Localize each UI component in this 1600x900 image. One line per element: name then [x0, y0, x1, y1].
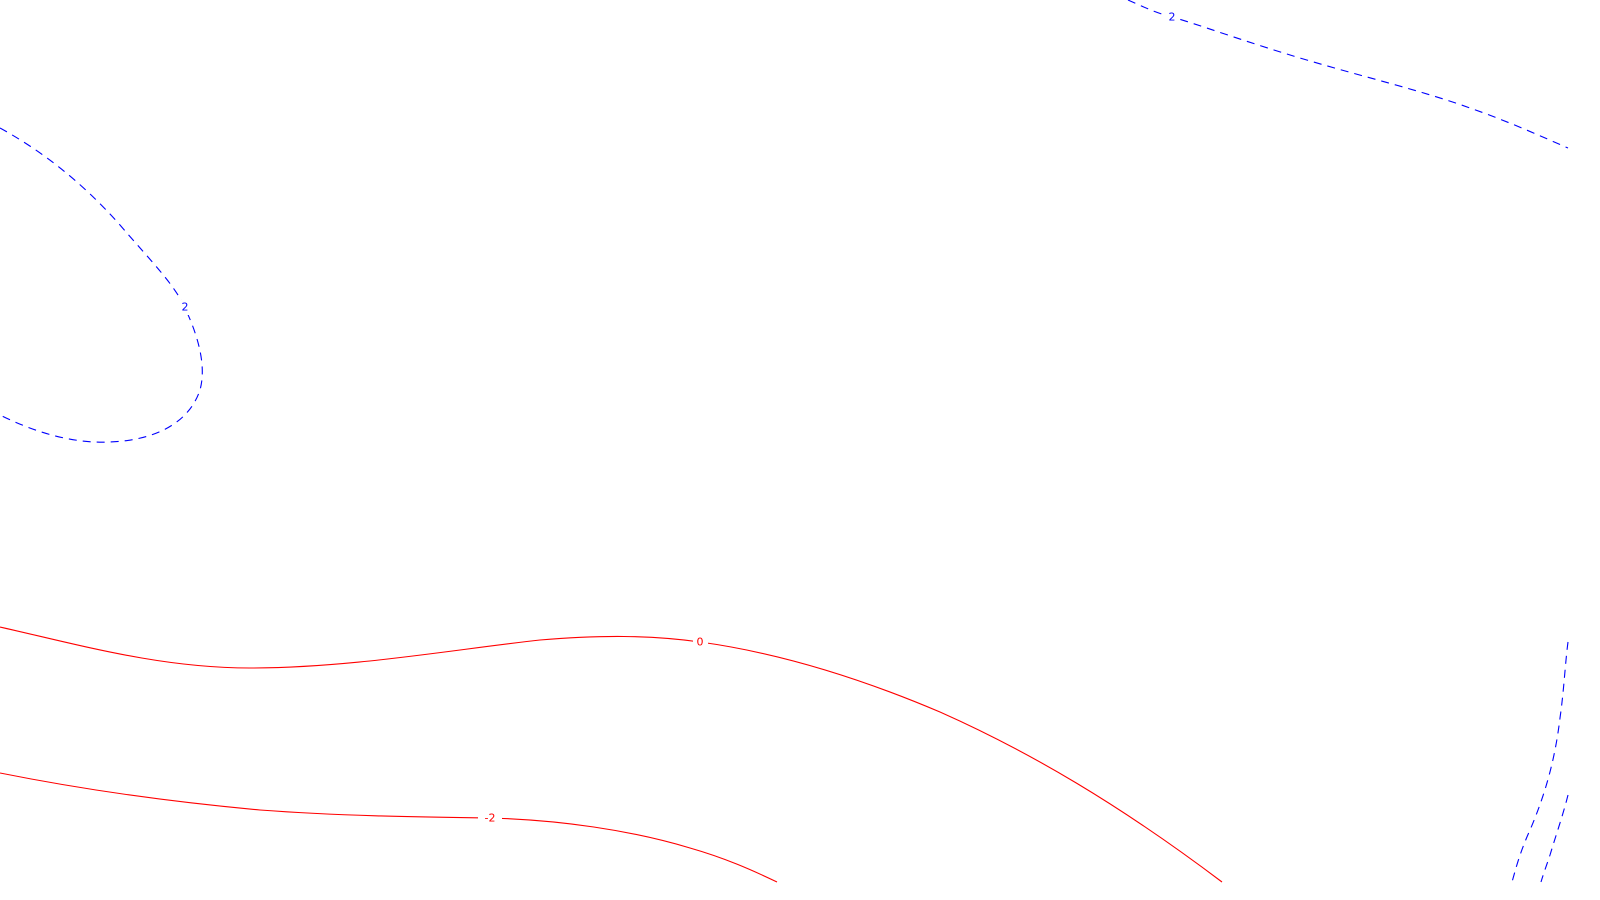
- contour-label-gap: [1165, 10, 1179, 24]
- contour-line-upper-left: [0, 127, 203, 443]
- contour-label-middle: 0: [697, 636, 704, 649]
- contour-line-lower: [0, 772, 778, 883]
- contour-label-gap: [178, 300, 192, 315]
- contour-label-upper-right: 2: [1169, 11, 1176, 24]
- contour-line-middle: [0, 626, 1223, 883]
- contour-label-gap: [693, 635, 708, 650]
- contour-label-lower: -2: [485, 812, 496, 825]
- contour-label-gap: [478, 811, 502, 826]
- contour-line-bottom-right-inner: [1540, 794, 1569, 883]
- contour-label-upper-left: 2: [182, 301, 189, 314]
- contour-line-bottom-right-outer: [1511, 641, 1569, 883]
- contour-line-upper-right: [1127, 0, 1569, 149]
